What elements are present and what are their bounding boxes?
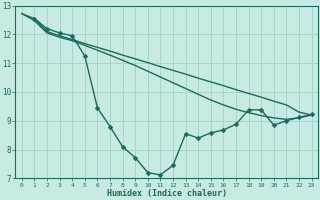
X-axis label: Humidex (Indice chaleur): Humidex (Indice chaleur): [107, 189, 227, 198]
